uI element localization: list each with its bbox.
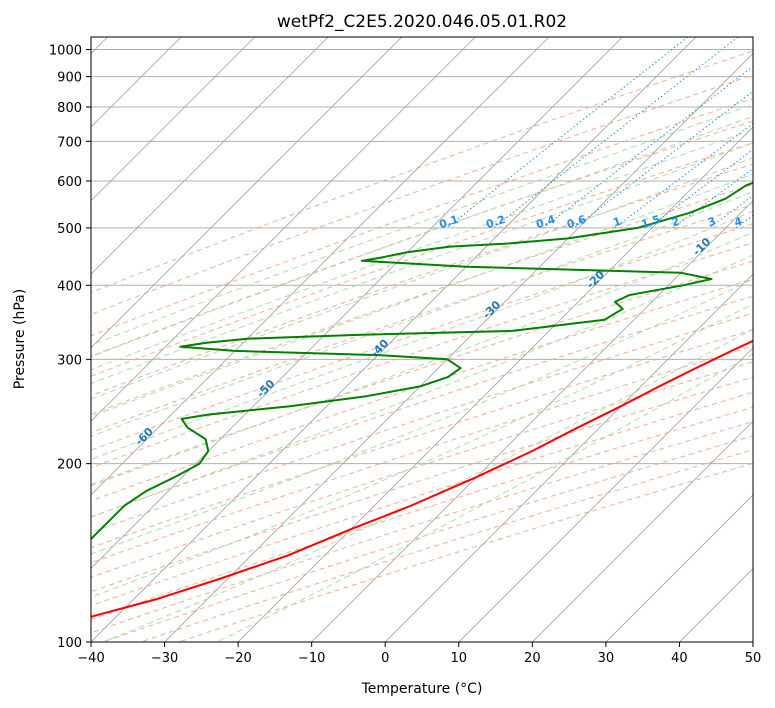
dry-adiabat-line — [91, 50, 753, 294]
moist-adiabat-line — [91, 303, 753, 598]
mixing-ratio-label: 1.5 — [639, 213, 662, 231]
plot-area: 0.10.20.40.611.52346810131620253036-100-… — [91, 37, 753, 642]
x-tick-label: −20 — [224, 651, 251, 666]
moist-adiabat-line — [91, 142, 753, 385]
isotherm-line — [605, 494, 753, 642]
isotherm-line — [532, 420, 753, 642]
dry-adiabat-line — [91, 312, 753, 534]
y-tick-label: 500 — [57, 222, 82, 237]
x-axis-ticks: −40 −30 −20 −10 0 10 20 30 40 50 — [77, 642, 761, 666]
y-axis-ticks: 100 200 300 400 500 600 700 800 900 1000 — [49, 44, 91, 651]
x-tick-label: 10 — [451, 651, 468, 666]
dry-adiabat-lines — [91, 50, 753, 642]
y-tick-label: 100 — [57, 636, 82, 651]
moist-adiabat-line — [91, 231, 753, 487]
dry-adiabat-line — [91, 329, 753, 549]
isotherm-line — [91, 37, 329, 275]
mixing-ratio-label: 2 — [670, 215, 681, 230]
dewpoint-line — [91, 181, 753, 541]
mixing-ratio-line — [672, 167, 753, 229]
dry-adiabat-line — [91, 184, 753, 415]
moist-adiabat-line — [91, 191, 753, 437]
dry-adiabat-line — [91, 223, 753, 451]
mixing-ratio-label: 4 — [733, 215, 745, 230]
mixing-ratio-line — [543, 65, 753, 229]
moist-adiabat-line — [91, 115, 753, 358]
y-tick-label: 800 — [57, 101, 82, 116]
y-tick-label: 300 — [57, 353, 82, 368]
isobar-lines — [91, 49, 753, 642]
x-tick-label: 30 — [598, 651, 615, 666]
mixing-ratio-label: 3 — [706, 215, 717, 230]
mixing-ratio-lines — [446, 37, 753, 229]
y-tick-label: 400 — [57, 279, 82, 294]
isotherm-line — [91, 37, 403, 349]
x-tick-label: 50 — [745, 651, 762, 666]
y-tick-label: 600 — [57, 175, 82, 190]
moist-adiabat-line — [91, 104, 753, 346]
mixing-ratio-label: 0.4 — [534, 213, 557, 231]
isotherm-lines — [91, 37, 753, 642]
dry-adiabat-line — [91, 74, 753, 316]
x-tick-label: 40 — [671, 651, 688, 666]
mixing-ratio-line — [614, 122, 753, 229]
y-tick-label: 700 — [57, 135, 82, 150]
y-tick-label: 1000 — [49, 44, 82, 59]
y-tick-label: 200 — [57, 458, 82, 473]
moist-adiabat-line — [91, 254, 753, 518]
mixing-ratio-label: 0.2 — [484, 213, 507, 231]
dry-adiabat-line — [178, 462, 753, 642]
moist-adiabat-lines — [91, 104, 753, 642]
dry-adiabat-line — [91, 142, 753, 377]
dry-adiabat-line — [91, 361, 753, 578]
moist-adiabat-line — [102, 328, 753, 642]
moist-adiabat-line — [91, 128, 753, 371]
x-tick-label: −30 — [151, 651, 178, 666]
y-axis-label: Pressure (hPa) — [12, 289, 28, 389]
isotherm-line — [91, 37, 476, 422]
isotherm-line — [91, 37, 255, 202]
dry-adiabat-line — [91, 97, 753, 337]
dry-adiabat-line — [91, 242, 753, 469]
isotherm-line — [384, 273, 753, 642]
x-tick-label: −40 — [77, 651, 104, 666]
sounding-series — [91, 181, 753, 618]
x-tick-label: 20 — [524, 651, 541, 666]
temperature-line — [91, 339, 753, 618]
mixing-ratio-label: 0.6 — [565, 213, 588, 231]
moist-adiabat-line — [91, 210, 753, 460]
isotherm-line — [91, 37, 623, 570]
isotherm-line — [91, 37, 697, 642]
isotherm-line — [458, 347, 753, 642]
isotherm-line — [164, 52, 753, 642]
plot-frame — [90, 36, 754, 643]
dry-adiabat-line — [91, 295, 753, 518]
mixing-ratio-line — [446, 37, 689, 229]
chart-title: wetPf2_C2E5.2020.046.05.01.R02 — [277, 12, 567, 32]
x-tick-label: 0 — [381, 651, 389, 666]
mixing-ratio-label: 1 — [611, 215, 622, 230]
dry-adiabat-line — [102, 435, 753, 642]
x-tick-label: −10 — [298, 651, 325, 666]
x-axis-label: Temperature (°C) — [361, 681, 483, 697]
y-tick-label: 900 — [57, 71, 82, 86]
mixing-ratio-label: 0.1 — [438, 213, 461, 231]
isotherm-line — [237, 126, 753, 642]
